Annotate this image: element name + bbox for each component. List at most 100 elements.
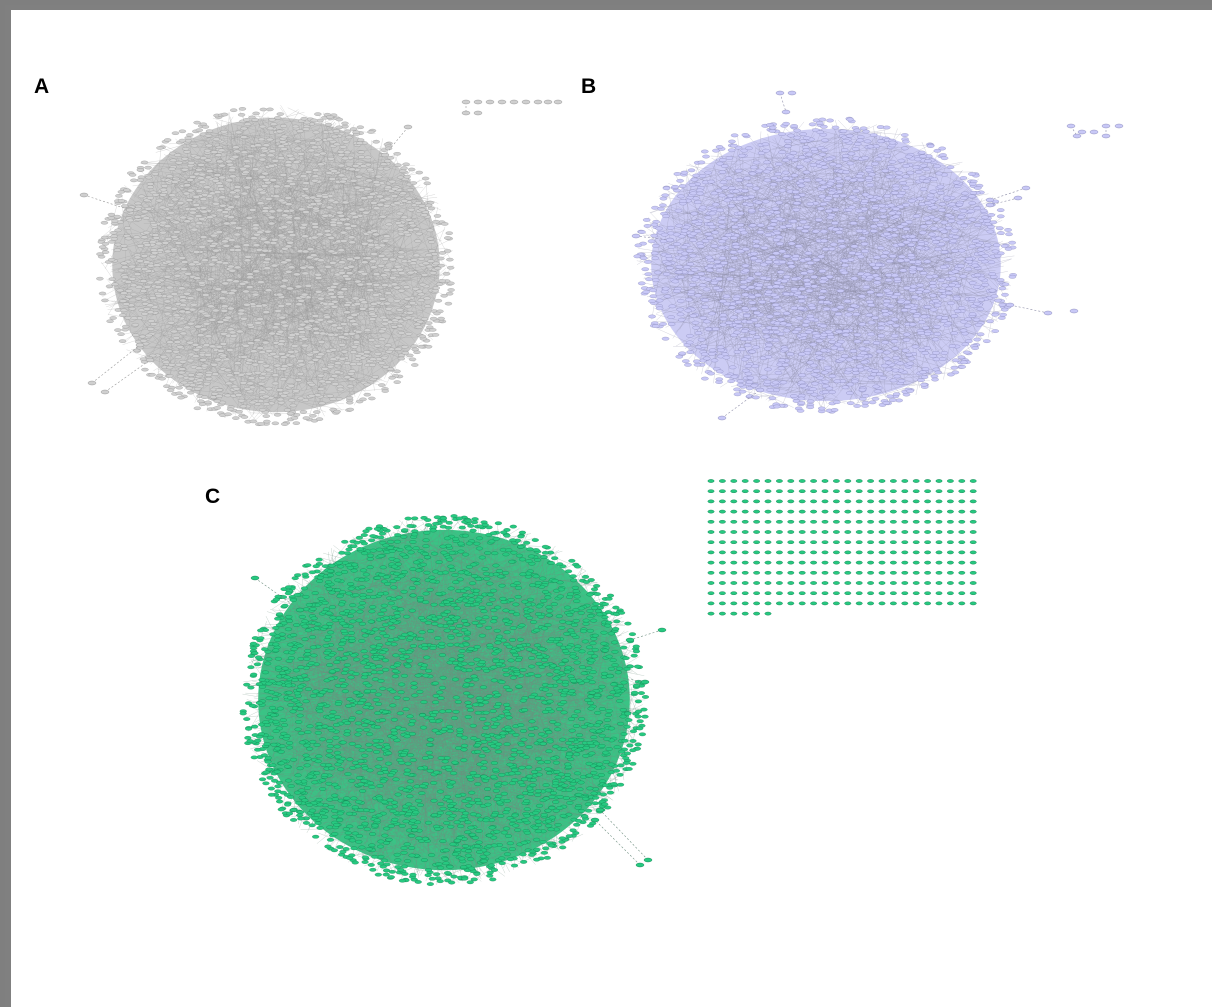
network-node [284, 160, 293, 164]
network-node [271, 381, 280, 386]
network-node [697, 337, 706, 342]
network-node [216, 320, 225, 324]
network-node [409, 181, 418, 185]
network-node [163, 299, 172, 304]
network-node [974, 223, 982, 228]
network-node [286, 153, 294, 158]
network-node [190, 227, 199, 232]
network-node [388, 179, 396, 184]
network-node [370, 201, 378, 205]
network-node [808, 122, 817, 127]
network-node [866, 144, 875, 149]
network-node [933, 164, 941, 169]
network-node [276, 329, 285, 334]
network-node [859, 126, 868, 131]
network-node [364, 187, 372, 191]
network-node [923, 331, 932, 336]
network-node [252, 223, 260, 227]
network-node [936, 190, 945, 195]
network-node [951, 248, 959, 253]
network-node [783, 275, 791, 279]
network-node [168, 193, 176, 197]
network-node [269, 241, 278, 245]
network-node [199, 197, 208, 201]
network-node [772, 192, 780, 197]
network-node [820, 238, 828, 243]
network-node [757, 223, 765, 228]
network-node [377, 254, 386, 258]
network-node [886, 320, 895, 325]
network-node [715, 188, 723, 193]
network-node [181, 260, 189, 264]
network-node [380, 355, 389, 360]
network-node [402, 162, 410, 167]
network-node [346, 400, 354, 405]
network-edge [278, 205, 440, 303]
network-node [708, 352, 716, 356]
network-node [265, 197, 273, 201]
network-edge [320, 138, 390, 228]
network-node [892, 392, 901, 397]
network-node [728, 139, 736, 144]
network-node [167, 203, 175, 207]
network-node [473, 99, 483, 105]
network-node [286, 240, 294, 245]
network-node [919, 271, 928, 275]
network-node [861, 400, 870, 405]
network-node [327, 249, 336, 254]
network-node [676, 178, 684, 183]
network-node [861, 403, 869, 408]
network-node [219, 353, 228, 358]
network-node [919, 163, 928, 168]
network-edge [380, 184, 428, 243]
network-edge [300, 368, 367, 396]
network-node [866, 183, 874, 188]
network-node [815, 218, 823, 222]
network-node [220, 290, 228, 294]
network-node [351, 296, 360, 301]
network-node [949, 276, 957, 281]
network-node [159, 193, 167, 197]
network-node [765, 289, 773, 294]
network-node [369, 357, 377, 361]
network-node [128, 306, 136, 311]
network-node [257, 381, 266, 386]
network-node [317, 352, 325, 357]
network-node [146, 196, 154, 200]
network-node [881, 340, 890, 345]
network-node [659, 322, 667, 326]
network-node [727, 379, 735, 383]
network-node [356, 282, 365, 287]
network-node [989, 220, 998, 225]
network-node [882, 125, 891, 130]
network-node [730, 143, 738, 148]
network-node [207, 304, 215, 309]
network-node [509, 99, 519, 105]
network-node [883, 288, 891, 293]
network-node [166, 340, 174, 344]
network-node [689, 238, 697, 242]
network-node [642, 218, 651, 222]
network-node [911, 238, 919, 242]
network-node [762, 199, 770, 204]
network-node [396, 308, 404, 312]
network-node [861, 156, 869, 160]
network-node [173, 340, 181, 344]
network-node [277, 342, 285, 347]
network-node [159, 230, 167, 235]
network-node [712, 286, 721, 290]
network-node [149, 296, 157, 300]
network-node [932, 240, 940, 244]
network-node [366, 167, 374, 172]
network-node [795, 316, 804, 321]
network-node [889, 398, 897, 402]
network-node [327, 157, 335, 161]
network-node [314, 137, 322, 142]
network-edge [178, 312, 422, 367]
network-node [826, 215, 835, 220]
network-node [415, 289, 424, 294]
network-node [347, 235, 356, 240]
network-node [1008, 240, 1016, 245]
network-node [796, 164, 804, 169]
network-node [142, 230, 151, 235]
